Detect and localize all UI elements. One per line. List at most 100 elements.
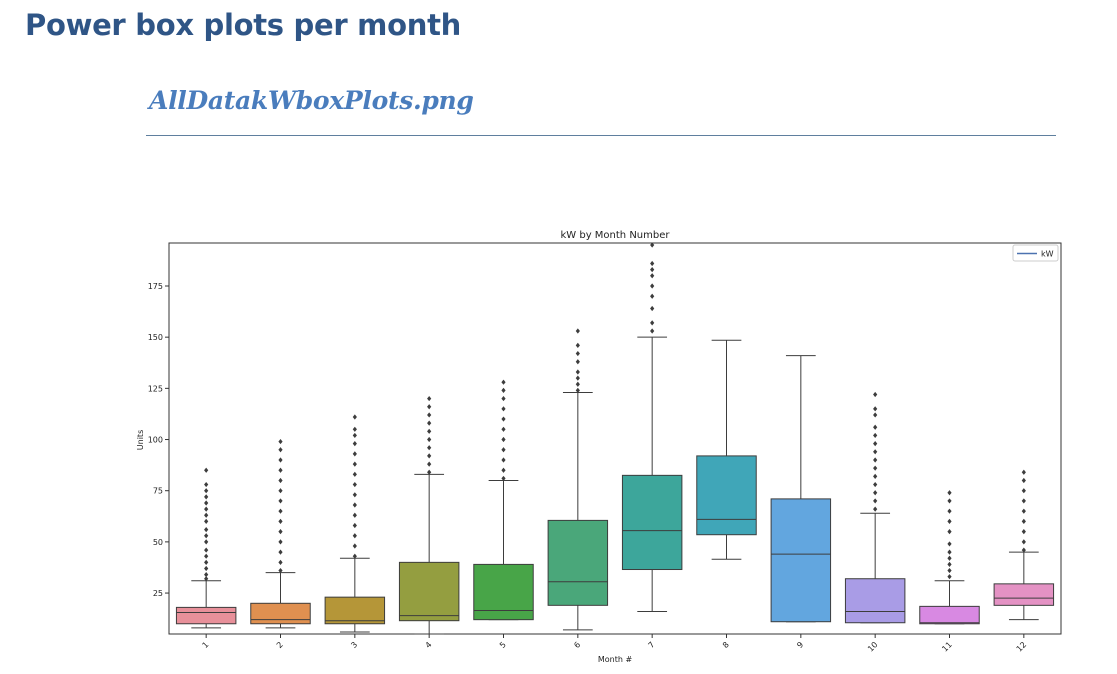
x-tick-label: 1 <box>201 640 211 650</box>
x-axis-label: Month # <box>598 655 633 664</box>
outlier-point <box>873 391 878 398</box>
outlier-point <box>947 498 952 504</box>
outlier-point <box>352 471 357 477</box>
outlier-point <box>278 508 283 514</box>
iqr-box <box>250 602 311 625</box>
outlier-point <box>947 518 952 525</box>
x-tick-label: 6 <box>572 640 582 650</box>
iqr-box <box>621 474 683 571</box>
outlier-point <box>873 432 878 439</box>
box-month-5 <box>473 379 534 621</box>
outlier-point <box>204 553 209 559</box>
outlier-point <box>427 420 432 426</box>
outlier-point <box>1021 498 1026 504</box>
outlier-point <box>204 539 209 545</box>
x-tick-label: 7 <box>647 640 657 650</box>
y-tick-label: 50 <box>153 538 163 547</box>
outlier-point <box>501 406 506 412</box>
iqr-box <box>398 561 460 622</box>
outlier-point <box>575 381 580 387</box>
iqr-box <box>547 519 609 606</box>
y-tick-label: 75 <box>153 487 163 496</box>
y-tick-label: 25 <box>153 589 163 598</box>
outlier-point <box>650 305 655 312</box>
iqr-box <box>919 605 980 625</box>
outlier-point <box>873 465 878 471</box>
outlier-point <box>650 273 655 279</box>
page-heading: Power box plots per month <box>25 8 461 42</box>
chart-title: kW by Month Number <box>561 230 671 241</box>
outlier-point <box>650 293 655 299</box>
x-tick-label: 11 <box>940 640 954 654</box>
outlier-point <box>427 395 432 402</box>
outlier-point <box>427 404 432 410</box>
outlier-point <box>947 541 952 547</box>
outlier-point <box>352 502 357 508</box>
box-month-7 <box>621 242 683 612</box>
outlier-point <box>575 342 580 348</box>
box-month-9 <box>770 355 832 623</box>
outlier-point <box>278 457 283 463</box>
outlier-point <box>278 518 283 525</box>
x-tick-label: 10 <box>866 640 880 654</box>
x-tick-label: 5 <box>498 640 508 650</box>
outlier-point <box>352 512 357 518</box>
legend-label: kW <box>1041 250 1054 259</box>
outlier-point <box>947 574 952 580</box>
outlier-point <box>947 490 952 496</box>
box-month-6 <box>547 328 609 631</box>
outlier-point <box>204 565 209 572</box>
outlier-point <box>947 555 952 561</box>
iqr-box <box>175 606 237 625</box>
outlier-point <box>501 416 506 422</box>
outlier-point <box>204 512 209 518</box>
box-month-2 <box>250 438 311 629</box>
outlier-point <box>204 576 209 582</box>
outlier-point <box>501 395 506 402</box>
outlier-point <box>501 426 506 432</box>
outlier-point <box>873 412 878 418</box>
outlier-point <box>501 379 506 385</box>
box-month-10 <box>844 391 906 624</box>
iqr-box <box>993 583 1055 606</box>
outlier-point <box>575 375 580 381</box>
y-tick-label: 150 <box>148 333 163 342</box>
outlier-point <box>204 526 209 533</box>
iqr-box <box>770 498 832 623</box>
outlier-point <box>278 529 283 535</box>
outlier-point <box>650 283 655 289</box>
outlier-point <box>650 328 655 334</box>
iqr-box <box>473 563 534 621</box>
outlier-point <box>204 488 209 494</box>
outlier-point <box>1021 469 1026 475</box>
y-axis: 25 50 75 100 125 150 175 <box>148 282 169 598</box>
y-axis-label: Units <box>136 430 145 450</box>
iqr-box <box>696 455 757 536</box>
outlier-point <box>873 449 878 455</box>
outlier-point <box>204 494 209 500</box>
outlier-point <box>427 445 432 451</box>
x-axis: 1 2 3 4 5 6 7 8 9 10 11 12 <box>201 634 1028 654</box>
x-tick-label: 9 <box>795 640 805 650</box>
outlier-point <box>873 506 878 512</box>
outlier-point <box>873 481 878 488</box>
outlier-point <box>278 549 283 555</box>
outlier-point <box>501 457 506 463</box>
box-month-3 <box>324 414 386 633</box>
outlier-point <box>204 559 209 565</box>
outlier-point <box>873 457 878 463</box>
box-month-12 <box>993 469 1055 621</box>
outlier-point <box>204 500 209 506</box>
divider <box>146 135 1056 136</box>
outlier-point <box>873 406 878 412</box>
outlier-point <box>947 529 952 535</box>
outlier-point <box>947 549 952 555</box>
outlier-point <box>947 508 952 514</box>
iqr-box <box>844 578 906 624</box>
outlier-point <box>204 572 209 578</box>
outlier-point <box>352 441 357 447</box>
box-month-1 <box>175 467 237 629</box>
outlier-point <box>352 543 357 549</box>
box-month-4 <box>398 395 460 635</box>
